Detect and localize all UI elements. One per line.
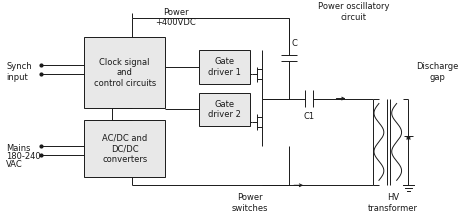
Text: Synch
input: Synch input: [6, 62, 32, 82]
Text: C1: C1: [303, 112, 315, 121]
Text: C: C: [291, 39, 297, 48]
Text: Power
+400VDC: Power +400VDC: [155, 8, 196, 27]
Text: Power oscillatory
circuit: Power oscillatory circuit: [318, 2, 389, 22]
Text: Gate
driver 1: Gate driver 1: [208, 57, 241, 77]
Text: Clock signal
and
control circuits: Clock signal and control circuits: [93, 58, 156, 88]
Text: Mains: Mains: [6, 144, 31, 153]
Text: Power
switches: Power switches: [232, 193, 268, 213]
Text: Gate
driver 2: Gate driver 2: [208, 100, 241, 119]
Bar: [84, 120, 165, 177]
Text: 180-240: 180-240: [6, 152, 41, 161]
Bar: [199, 50, 250, 84]
Text: HV
transformer: HV transformer: [368, 193, 418, 213]
Bar: [199, 93, 250, 126]
Bar: [84, 37, 165, 108]
Text: Discharge
gap: Discharge gap: [416, 62, 458, 82]
Text: VAC: VAC: [6, 160, 23, 169]
Text: AC/DC and
DC/DC
converters: AC/DC and DC/DC converters: [102, 134, 147, 164]
